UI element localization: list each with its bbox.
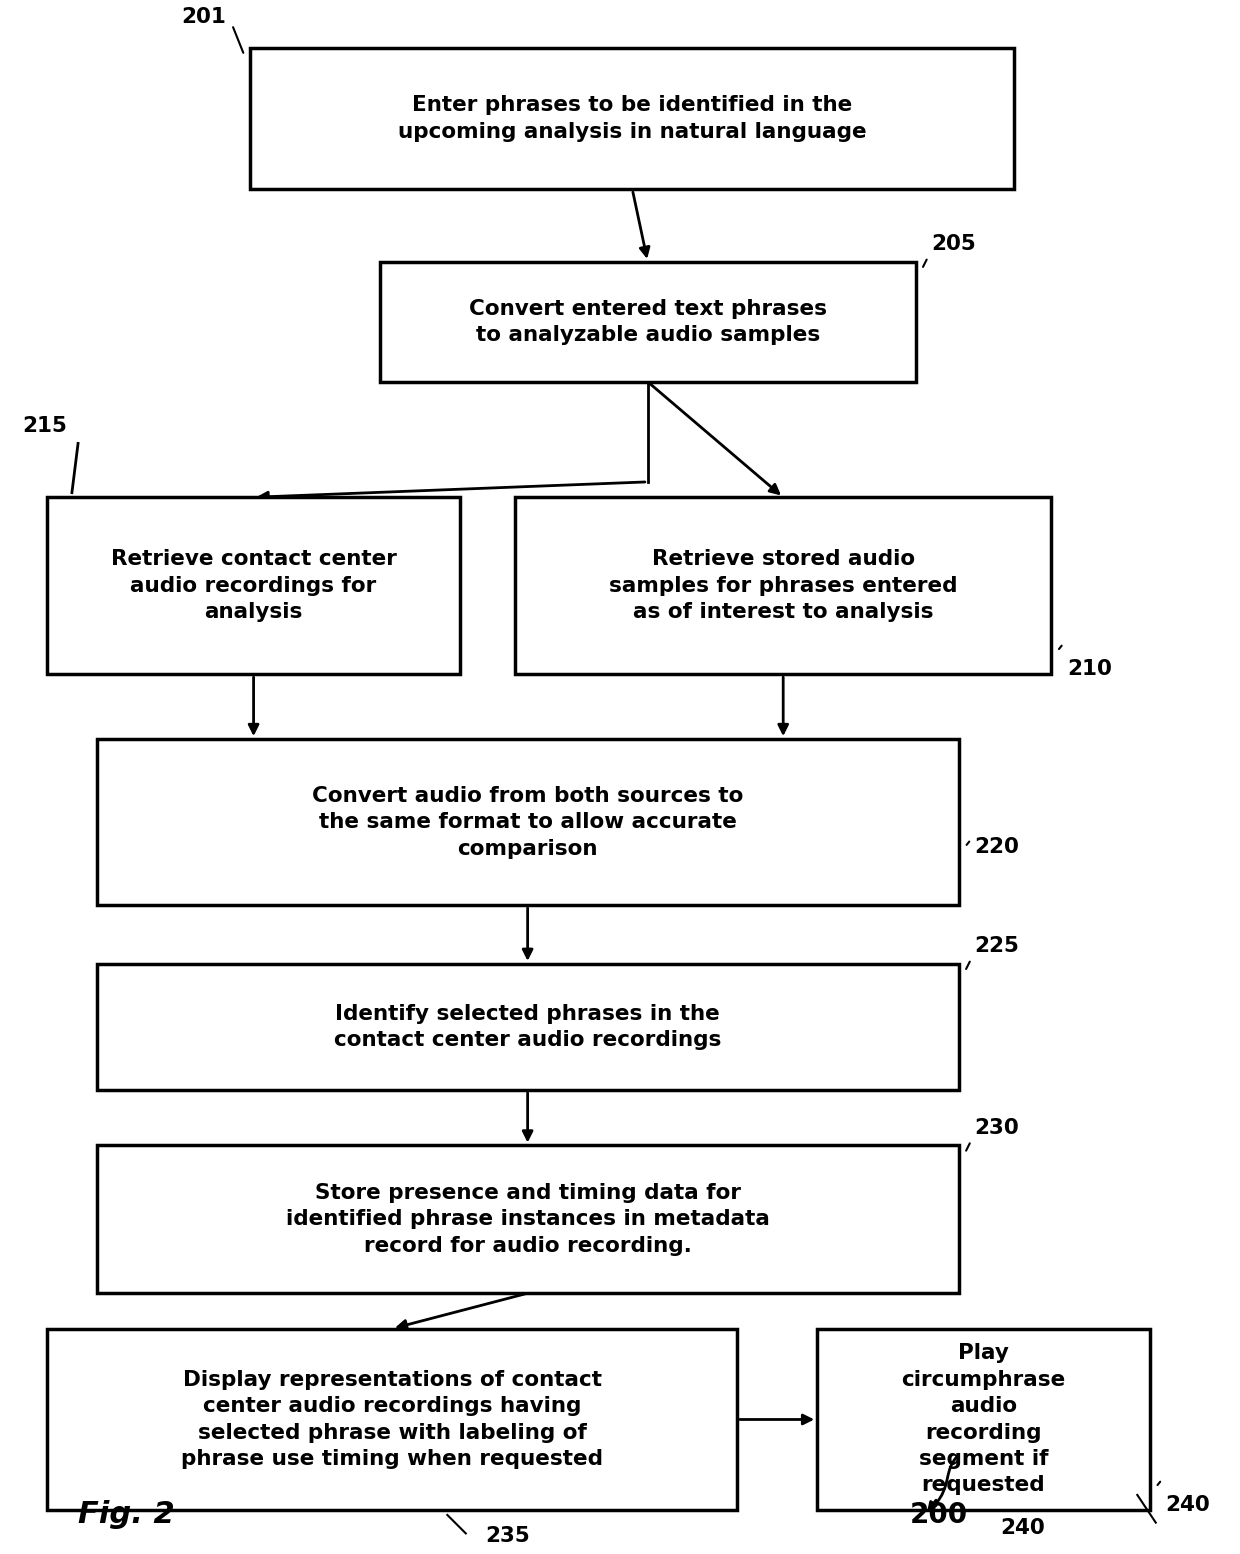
- FancyBboxPatch shape: [379, 261, 915, 382]
- Text: Fig. 2: Fig. 2: [78, 1500, 175, 1529]
- Text: 200: 200: [909, 1501, 967, 1529]
- Text: 240: 240: [1166, 1495, 1210, 1515]
- FancyBboxPatch shape: [97, 963, 959, 1089]
- FancyBboxPatch shape: [97, 1145, 959, 1293]
- Text: Convert audio from both sources to
the same format to allow accurate
comparison: Convert audio from both sources to the s…: [312, 786, 743, 858]
- FancyBboxPatch shape: [97, 740, 959, 906]
- Text: 235: 235: [486, 1526, 531, 1546]
- FancyBboxPatch shape: [47, 497, 460, 674]
- Text: 205: 205: [931, 235, 976, 253]
- Text: Retrieve stored audio
samples for phrases entered
as of interest to analysis: Retrieve stored audio samples for phrase…: [609, 550, 957, 622]
- Text: Identify selected phrases in the
contact center audio recordings: Identify selected phrases in the contact…: [334, 1004, 722, 1051]
- FancyBboxPatch shape: [516, 497, 1052, 674]
- Text: Retrieve contact center
audio recordings for
analysis: Retrieve contact center audio recordings…: [110, 550, 397, 622]
- Text: Display representations of contact
center audio recordings having
selected phras: Display representations of contact cente…: [181, 1371, 603, 1469]
- FancyBboxPatch shape: [47, 1329, 737, 1510]
- FancyBboxPatch shape: [817, 1329, 1149, 1510]
- Text: Store presence and timing data for
identified phrase instances in metadata
recor: Store presence and timing data for ident…: [285, 1183, 770, 1256]
- Text: 220: 220: [975, 838, 1019, 858]
- Text: 240: 240: [999, 1518, 1045, 1538]
- Text: 201: 201: [181, 6, 226, 26]
- Text: 210: 210: [1068, 659, 1112, 679]
- Text: Play
circumphrase
audio
recording
segment if
requested: Play circumphrase audio recording segmen…: [901, 1344, 1065, 1495]
- Text: 225: 225: [975, 936, 1019, 956]
- Text: 215: 215: [22, 415, 67, 435]
- Text: 230: 230: [975, 1117, 1019, 1138]
- Text: Convert entered text phrases
to analyzable audio samples: Convert entered text phrases to analyzab…: [469, 298, 827, 345]
- FancyBboxPatch shape: [250, 48, 1014, 190]
- Text: Enter phrases to be identified in the
upcoming analysis in natural language: Enter phrases to be identified in the up…: [398, 95, 867, 141]
